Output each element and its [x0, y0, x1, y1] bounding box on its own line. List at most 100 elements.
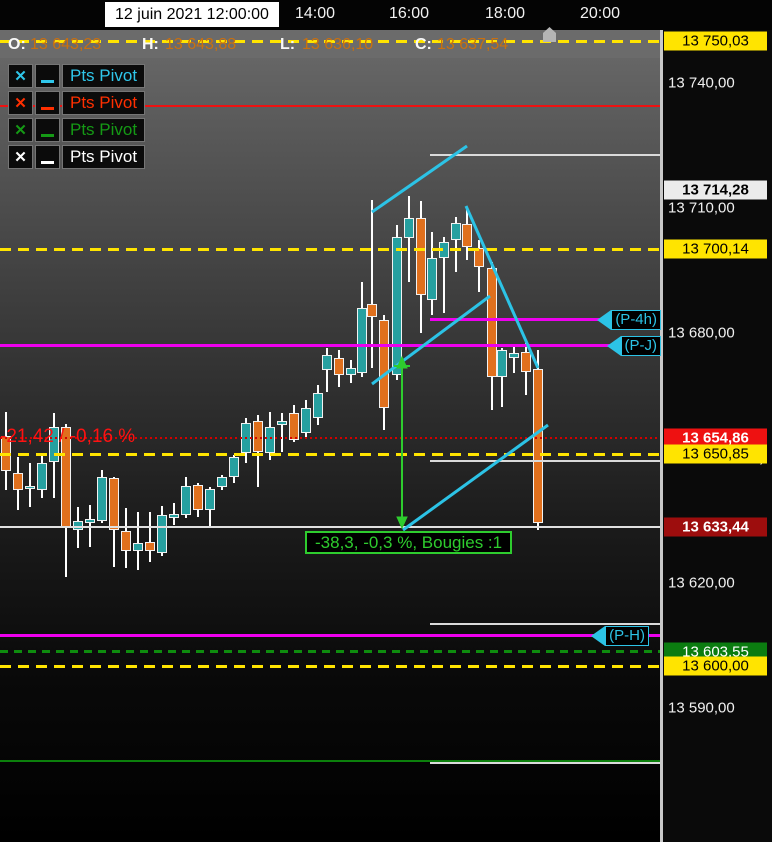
legend-item-label: Pts Pivot [62, 91, 146, 115]
candle[interactable] [322, 355, 332, 371]
candle[interactable] [427, 258, 437, 301]
candle-wick [137, 512, 139, 571]
candle[interactable] [474, 248, 484, 268]
candle[interactable] [487, 268, 497, 378]
axis-separator [660, 27, 663, 842]
legend-item-label: Pts Pivot [62, 145, 146, 169]
price-axis-label: 13 680,00 [668, 324, 735, 342]
legend-row: ✕ Pts Pivot [8, 145, 146, 169]
candle[interactable] [121, 530, 131, 551]
minimize-icon[interactable] [35, 64, 60, 88]
price-axis-label: 13 650,85 [664, 444, 767, 464]
time-tick-label: 20:00 [579, 5, 621, 22]
candle[interactable] [37, 463, 47, 491]
close-icon[interactable]: ✕ [8, 91, 33, 115]
candle-wick [455, 217, 457, 273]
pivot-tag[interactable]: (P-H) [591, 625, 649, 646]
candle[interactable] [334, 358, 344, 376]
price-axis-label: 13 714,28 [664, 180, 767, 200]
candle[interactable] [13, 473, 23, 491]
price-level-line [0, 452, 661, 456]
candle[interactable] [379, 320, 389, 408]
price-level-line [0, 436, 661, 439]
price-level-line [430, 318, 661, 322]
candle[interactable] [346, 368, 356, 376]
candle[interactable] [462, 223, 472, 248]
candle[interactable] [392, 237, 402, 376]
candle-wick [443, 237, 445, 313]
candle[interactable] [289, 413, 299, 441]
candle[interactable] [404, 218, 414, 238]
price-axis-label: 13 700,14 [664, 239, 767, 259]
price-axis-label: 13 710,00 [668, 199, 735, 217]
minimize-icon[interactable] [35, 145, 60, 169]
candle[interactable] [313, 393, 323, 418]
candle[interactable] [451, 223, 461, 241]
candle[interactable] [205, 488, 215, 511]
candle[interactable] [357, 308, 367, 373]
price-level-line [430, 622, 661, 625]
low-label: L: [280, 36, 296, 53]
candle[interactable] [521, 352, 531, 373]
pivot-tag-label: (P-H) [605, 625, 649, 646]
candle-wick [501, 348, 503, 408]
price-axis-label: 13 750,03 [664, 31, 767, 51]
candle[interactable] [229, 457, 239, 478]
time-tick-label: 18:00 [484, 5, 526, 22]
time-axis[interactable]: 12 juin 2021 12:00:00 14:00 16:00 18:00 20:… [0, 0, 772, 30]
candle[interactable] [109, 478, 119, 531]
price-axis[interactable]: 13 750,03 13 740,00 13 714,28 13 710,00 13 7… [661, 0, 772, 842]
timescale-marker-icon[interactable] [543, 27, 556, 42]
price-axis-label: 13 603,55 [664, 642, 767, 662]
candle[interactable] [533, 368, 543, 523]
candle[interactable] [169, 513, 179, 518]
tag-arrow-left-icon [606, 335, 621, 356]
measure-result-label[interactable]: -38,3, -0,3 %, Bougies :1 [305, 531, 513, 554]
candle-wick [408, 195, 410, 283]
minimize-icon[interactable] [35, 91, 60, 115]
pivot-tag[interactable]: (P-4h) [597, 309, 661, 330]
close-value: 13 637,54 [437, 36, 509, 53]
candle[interactable] [73, 520, 83, 531]
candle-wick [29, 463, 31, 508]
price-axis-label: 13 590,00 [668, 699, 735, 717]
pivot-tag[interactable]: (P-J) [606, 335, 661, 356]
legend-row: ✕ Pts Pivot [8, 91, 146, 115]
price-level-line [0, 759, 661, 762]
price-level-line [430, 154, 661, 157]
crosshair-date-label: 12 juin 2021 12:00:00 [105, 2, 279, 27]
candle[interactable] [97, 477, 107, 521]
candle[interactable] [265, 427, 275, 453]
candle[interactable] [145, 542, 155, 551]
high-value: 13 643,88 [165, 36, 237, 53]
price-level-line [0, 344, 661, 348]
high-label: H: [142, 36, 159, 53]
candle[interactable] [85, 518, 95, 523]
candle[interactable] [181, 485, 191, 516]
candle-wick [149, 512, 151, 563]
candle[interactable] [301, 408, 311, 433]
close-icon[interactable]: ✕ [8, 145, 33, 169]
candle[interactable] [497, 350, 507, 378]
candle[interactable] [49, 427, 59, 463]
pivot-tag-label: (P-J) [620, 335, 661, 356]
candle[interactable] [25, 485, 35, 489]
candle-wick [513, 345, 515, 373]
tag-arrow-left-icon [597, 309, 612, 330]
candle[interactable] [253, 420, 263, 453]
candle[interactable] [416, 218, 426, 296]
price-axis-label: 13 654,86 [664, 428, 767, 448]
close-icon[interactable]: ✕ [8, 118, 33, 142]
candle[interactable] [133, 543, 143, 551]
price-level-line [0, 664, 661, 668]
close-icon[interactable]: ✕ [8, 64, 33, 88]
candle[interactable] [367, 303, 377, 318]
candle[interactable] [217, 477, 227, 488]
candle[interactable] [509, 353, 519, 358]
candle[interactable] [193, 485, 203, 511]
minimize-icon[interactable] [35, 118, 60, 142]
candle[interactable] [277, 420, 287, 426]
price-axis-label: 13 620,00 [668, 574, 735, 592]
candle[interactable] [157, 515, 167, 553]
